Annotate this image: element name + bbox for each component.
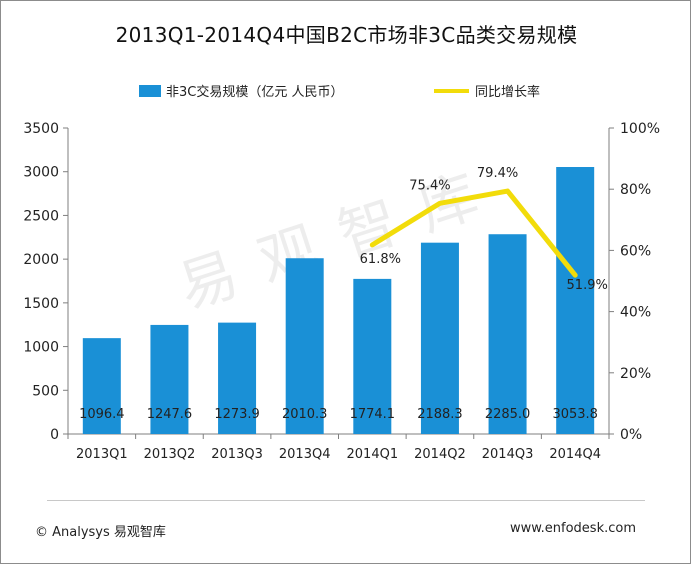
bar: [353, 278, 392, 434]
right-tick-label: 80%: [620, 182, 651, 198]
bar-data-label: 3053.8: [552, 407, 598, 422]
legend-label-line: 同比增长率: [475, 84, 540, 100]
x-tick-label: 2013Q2: [144, 447, 196, 462]
bar-data-label: 1273.9: [214, 407, 260, 422]
footer-source: © Analysys 易观智库: [35, 525, 166, 540]
footer-divider: [47, 500, 645, 501]
bar: [488, 234, 527, 434]
x-tick-label: 2014Q3: [482, 447, 534, 462]
growth-rate-line: [369, 188, 578, 278]
x-tick-label: 2014Q4: [549, 447, 601, 462]
left-tick-label: 2000: [23, 252, 59, 268]
bar-data-label: 2285.0: [485, 407, 531, 422]
left-tick-label: 0: [50, 427, 59, 443]
bar-data-label: 1774.1: [350, 407, 396, 422]
bar: [285, 258, 324, 434]
left-tick-label: 500: [32, 383, 59, 399]
line-data-label: 51.9%: [567, 278, 608, 293]
line-data-label: 79.4%: [477, 166, 518, 181]
bar: [556, 167, 595, 435]
right-tick-label: 40%: [620, 305, 651, 321]
x-tick-label: 2014Q2: [414, 447, 466, 462]
left-tick-label: 1000: [23, 340, 59, 356]
left-tick-label: 3000: [23, 165, 59, 181]
line-data-label: 61.8%: [360, 252, 401, 267]
left-tick-label: 1500: [23, 296, 59, 312]
x-tick-label: 2013Q3: [211, 447, 263, 462]
right-tick-label: 100%: [620, 121, 660, 137]
bar: [420, 242, 459, 434]
bar-data-label: 2188.3: [417, 407, 463, 422]
bar: [218, 322, 257, 434]
bar: [82, 338, 121, 434]
x-tick-label: 2014Q1: [347, 447, 399, 462]
bar: [150, 324, 189, 434]
line-data-label: 75.4%: [409, 178, 450, 193]
footer-url: www.enfodesk.com: [509, 521, 636, 536]
bar-data-label: 1247.6: [147, 407, 193, 422]
chart-title: 2013Q1-2014Q4中国B2C市场非3C品类交易规模: [115, 23, 578, 47]
legend-label-bar: 非3C交易规模（亿元 人民币）: [166, 84, 343, 100]
x-tick-label: 2013Q1: [76, 447, 128, 462]
left-tick-label: 2500: [23, 208, 59, 224]
right-tick-label: 60%: [620, 243, 651, 259]
legend-swatch-bar: [139, 85, 161, 97]
bar-data-label: 2010.3: [282, 407, 328, 422]
x-tick-label: 2013Q4: [279, 447, 331, 462]
right-tick-label: 0%: [620, 427, 642, 443]
bar-data-label: 1096.4: [79, 407, 125, 422]
right-tick-label: 20%: [620, 366, 651, 382]
left-tick-label: 3500: [23, 121, 59, 137]
